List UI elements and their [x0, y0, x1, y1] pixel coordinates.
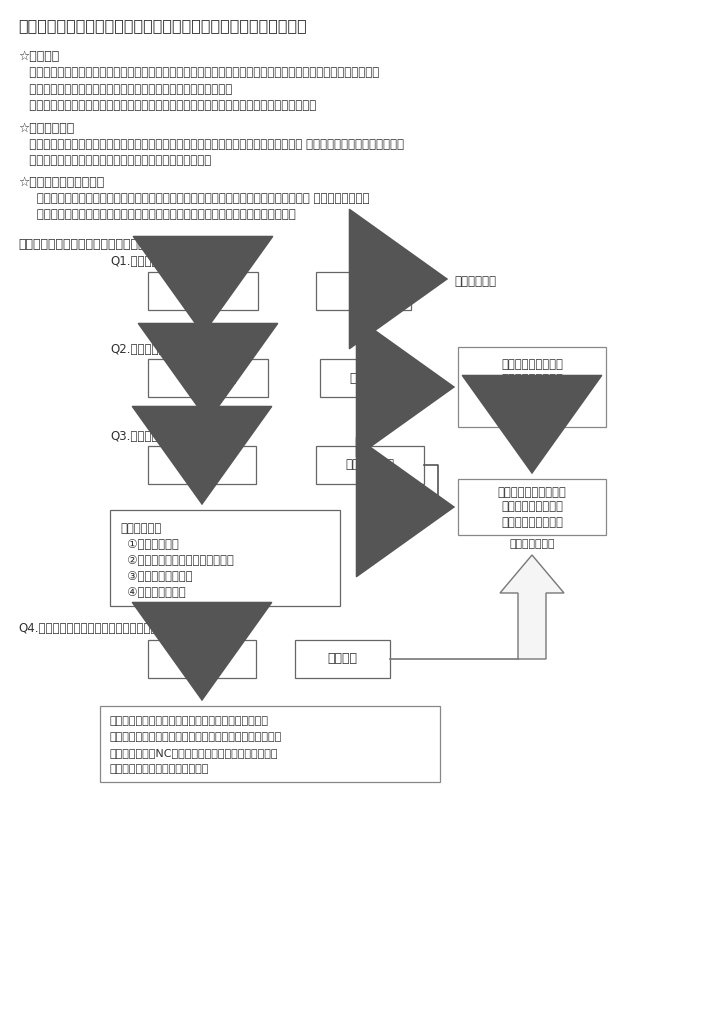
Bar: [295, 640, 390, 678]
Bar: [320, 359, 402, 397]
Text: ③受給証の申請取得: ③受給証の申請取得: [120, 570, 193, 583]
Text: ②申込書・発達アンケートの提出: ②申込書・発達アンケートの提出: [120, 554, 233, 567]
Text: じょいくらぶ: じょいくらぶ: [454, 275, 496, 288]
Text: 就学前児: 就学前児: [188, 285, 218, 298]
Text: 空きがない場合: 空きがない場合: [509, 431, 555, 441]
Text: 主に、葛飾区在住の就学前児（２才〜６才）が対象です。他区の方は、定員に満たない場合、近隣区（江戸川区: 主に、葛飾区在住の就学前児（２才〜６才）が対象です。他区の方は、定員に満たない場…: [18, 66, 379, 79]
Text: その他: その他: [349, 372, 372, 384]
Text: ☆年度途中での入所は？: ☆年度途中での入所は？: [18, 176, 104, 189]
Bar: [316, 446, 424, 484]
Text: 他機関などでも発達検査をおこなったことがない場合は、: 他機関などでも発達検査をおこなったことがない場合は、: [110, 732, 282, 742]
Text: 児童デイサービス「のぞみ発達相談室たかさご」ご利用希望の方へ: 児童デイサービス「のぞみ発達相談室たかさご」ご利用希望の方へ: [18, 18, 307, 33]
Bar: [458, 347, 606, 427]
Bar: [316, 272, 411, 310]
Text: など）を優先して受付けます。愛の手帳がない方は、区によって: など）を優先して受付けます。愛の手帳がない方は、区によって: [18, 83, 232, 96]
Text: 葛飾区・江戸川区: 葛飾区・江戸川区: [180, 372, 236, 384]
Text: アセスメント（NCプログラム）のために、個別指導を: アセスメント（NCプログラム）のために、個別指導を: [110, 748, 278, 758]
Text: Q4.デイサービス利用までの間は、実費の指導を: Q4.デイサービス利用までの間は、実費の指導を: [18, 622, 178, 635]
Text: 希望しない: 希望しない: [183, 652, 220, 666]
Text: 空きがない場合: 空きがない場合: [509, 539, 555, 549]
Bar: [458, 479, 606, 535]
Text: グループ指導が基本です。個別指導は、アセスメント（発達検査と面接）を目的とした 場合にのみ、使用できます。「: グループ指導が基本です。個別指導は、アセスメント（発達検査と面接）を目的とした …: [18, 138, 404, 151]
Bar: [100, 706, 440, 782]
Bar: [148, 446, 256, 484]
Text: 検討中・しない: 検討中・しない: [346, 459, 394, 471]
Text: ①説明会に出席: ①説明会に出席: [120, 538, 179, 551]
Bar: [148, 272, 258, 310]
Text: 定員に空きがあれば、デイサービスを利用できます。: 定員に空きがあれば、デイサービスを利用できます。: [110, 716, 269, 726]
Text: 学齢児: 学齢児: [352, 285, 375, 298]
Text: 年度の途中では、定員を超えている場合は空き待ちとなります。早めに指導をお受けに なりたい場合は、: 年度の途中では、定員を超えている場合は空き待ちとなります。早めに指導をお受けに …: [18, 193, 370, 205]
Text: ④インテーク契約: ④インテーク契約: [120, 586, 186, 599]
Text: 児童デイ申込: 児童デイ申込: [120, 522, 161, 535]
Text: のぞみ発達クリニック
実費での検査と指導
別刷の指導料表参照: のぞみ発達クリニック 実費での検査と指導 別刷の指導料表参照: [497, 485, 566, 528]
Text: Q1.お子さんの年齢は？: Q1.お子さんの年齢は？: [110, 255, 194, 268]
Bar: [148, 640, 256, 678]
Text: 希望する: 希望する: [187, 459, 217, 471]
Text: ☆対象は？: ☆対象は？: [18, 50, 59, 63]
Text: 葛飾区・江戸川区で
定員に満たない場合
希望であれば児童
デイを利用できます: 葛飾区・江戸川区で 定員に満たない場合 希望であれば児童 デイを利用できます: [501, 358, 563, 416]
Text: 希望する: 希望する: [328, 652, 357, 666]
Text: 受給対象の判断が異なりますので、ご注意下さい。不明な方はクリニックにご相談下さい。: 受給対象の判断が異なりますので、ご注意下さい。不明な方はクリニックにご相談下さい…: [18, 99, 316, 112]
Text: Q2.お住まいは？: Q2.お住まいは？: [110, 343, 173, 356]
Text: Q3.児童デイサービスの利用を: Q3.児童デイサービスの利用を: [110, 430, 215, 443]
Polygon shape: [500, 555, 564, 659]
Bar: [148, 359, 268, 397]
Text: ＜利用可能なサービス選択チャート＞: ＜利用可能なサービス選択チャート＞: [18, 238, 146, 251]
Text: 「実費でのグループ指導」をご検討ください。別刷のパンフレットをご覧下さい。: 「実費でのグループ指導」をご検討ください。別刷のパンフレットをご覧下さい。: [18, 208, 296, 221]
Text: ☆指導内容は？: ☆指導内容は？: [18, 122, 74, 135]
Text: 受けていただくことがあります。: 受けていただくことがあります。: [110, 764, 210, 774]
Text: 実費での個別指導」は別刷のパンフレットをご覧下さい。: 実費での個別指導」は別刷のパンフレットをご覧下さい。: [18, 154, 211, 167]
Bar: [110, 510, 340, 606]
